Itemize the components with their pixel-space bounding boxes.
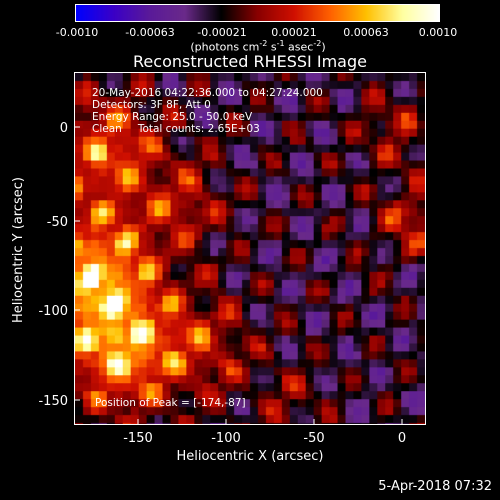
y-tick-label: -150 [38, 394, 68, 409]
detectors-text: Detectors: 3F 8F, Att 0 [92, 99, 211, 111]
energy-range-text: Energy Range: 25.0 - 50.0 keV [92, 111, 253, 123]
colorbar-tick-label: -0.0010 [55, 26, 99, 39]
colorbar-gradient [76, 5, 439, 21]
colorbar-unit-label: (photons cm-2 s-1 asec-2) [190, 39, 326, 54]
y-tick-label: -50 [47, 215, 68, 230]
colorbar-tick-label: 0.00021 [271, 26, 317, 39]
colorbar-tick-label: -0.00021 [197, 26, 247, 39]
colorbar-tick-label: -0.00063 [125, 26, 175, 39]
x-axis-label: Heliocentric X (arcsec) [177, 449, 324, 464]
y-axis: 0 -50 -100 -150 [38, 121, 80, 409]
x-tick-label: 0 [398, 431, 406, 446]
timestamp: 5-Apr-2018 07:32 [378, 479, 492, 494]
y-tick-label: -100 [38, 304, 68, 319]
time-range-text: 20-May-2016 04:22:36.000 to 04:27:24.000 [92, 87, 323, 99]
x-tick-label: -150 [123, 431, 153, 446]
method-label: Clean [92, 123, 122, 135]
colorbar [75, 4, 440, 22]
image-pixels [75, 73, 425, 424]
colorbar-tick-label: 0.00063 [343, 26, 389, 39]
x-tick-label: -100 [211, 431, 241, 446]
plot-title: Reconstructed RHESSI Image [133, 52, 367, 71]
y-tick-label: 0 [60, 121, 68, 136]
y-axis-label: Heliocentric Y (arcsec) [11, 177, 26, 323]
colorbar-tick-label: 0.0010 [418, 26, 458, 39]
rhessi-image [74, 72, 426, 425]
peak-position-text: Position of Peak = [-174,-87] [95, 397, 246, 409]
method-text: Clean Total counts: 2.65E+03 [92, 123, 260, 135]
x-tick-label: -50 [303, 431, 324, 446]
x-axis: -150 -100 -50 0 [123, 419, 406, 446]
total-counts-text: Total counts: 2.65E+03 [137, 123, 260, 135]
